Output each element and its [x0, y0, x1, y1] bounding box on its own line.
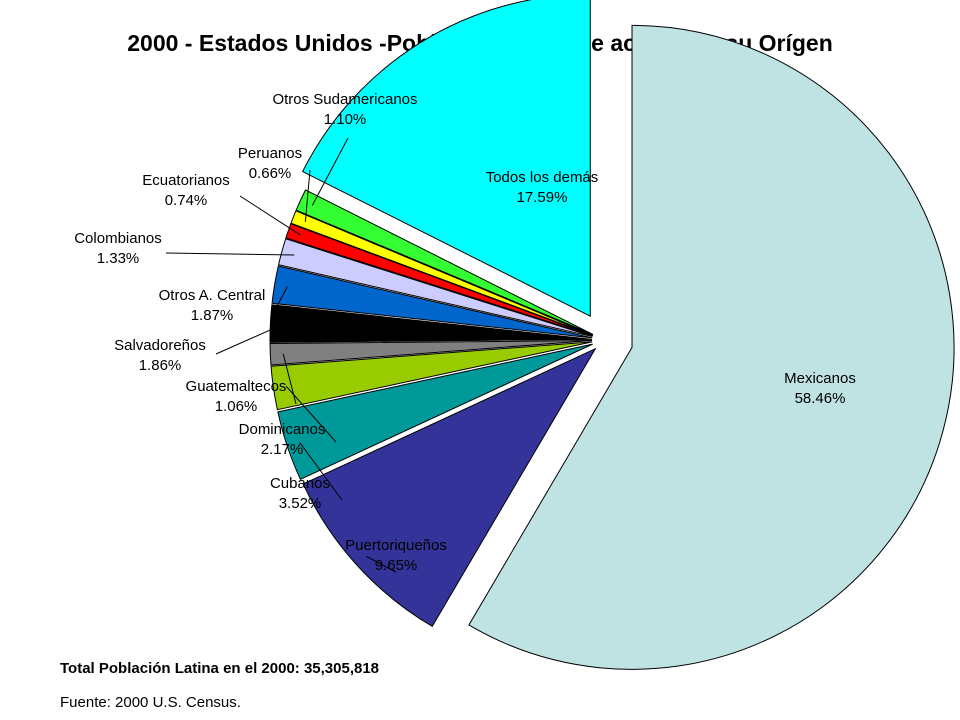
leader-line	[282, 353, 297, 405]
slice-percent: 0.66%	[249, 165, 292, 182]
slice-label: Puertoriqueños	[345, 537, 447, 554]
pie-slice-puertorique-os	[302, 347, 597, 628]
slice-label: Otros A. Central	[159, 287, 266, 304]
slice-label: Mexicanos	[784, 370, 856, 387]
slice-label: Guatemaltecos	[186, 378, 287, 395]
slice-percent: 1.06%	[215, 398, 258, 415]
slice-percent: 1.33%	[97, 250, 140, 267]
slice-percent: 2.17%	[261, 441, 304, 458]
pie-slice-dominicanos	[270, 341, 593, 411]
pie-slice-salvadore-os	[269, 304, 593, 343]
pie-slice-cubanos	[277, 343, 593, 480]
slice-label: Colombianos	[74, 230, 162, 247]
slice-percent: 1.87%	[191, 307, 234, 324]
leader-line	[274, 286, 288, 311]
pie-slice-mexicanos	[468, 24, 955, 670]
slice-percent: 58.46%	[795, 390, 846, 407]
pie-slice-otros-sudamericanos	[295, 189, 594, 336]
slice-percent: 9.65%	[375, 557, 418, 574]
leader-lines	[165, 137, 397, 573]
slice-percent: 0.74%	[165, 192, 208, 209]
slice-label: Dominicanos	[239, 421, 326, 438]
slice-percent: 3.52%	[279, 495, 322, 512]
total-population: Total Población Latina en el 2000: 35,30…	[60, 660, 380, 677]
slice-percent: 17.59%	[517, 189, 568, 206]
leader-line	[299, 441, 343, 501]
source-note: Fuente: 2000 U.S. Census.	[60, 694, 241, 711]
pie-slice-otros-a-central	[271, 265, 593, 339]
slice-percent: 1.10%	[324, 111, 367, 128]
leader-line	[311, 137, 349, 206]
slice-labels: Mexicanos 58.46% Puertoriqueños 9.65% Cubano…	[74, 91, 856, 574]
leader-line	[165, 252, 295, 256]
slice-label: Todos los demás	[486, 169, 599, 186]
slice-label: Otros Sudamericanos	[272, 91, 417, 108]
pie-slice-ecuatorianos	[285, 223, 593, 337]
slice-label: Salvadoreños	[114, 337, 206, 354]
leader-line	[366, 555, 397, 573]
pie-slice-guatemaltecos	[269, 340, 593, 366]
slice-label: Peruanos	[238, 145, 302, 162]
leader-line	[304, 169, 311, 222]
slice-label: Ecuatorianos	[142, 172, 230, 189]
leader-line	[215, 323, 284, 355]
pie-slice-peruanos	[290, 210, 594, 336]
slice-percent: 1.86%	[139, 357, 182, 374]
pie-slices	[269, 0, 955, 670]
pie-slice-todos-los-dem-s	[301, 0, 591, 317]
leader-line	[239, 195, 301, 236]
leader-line	[285, 385, 337, 443]
pie-slice-colombianos	[277, 238, 593, 338]
slice-label: Cubanos	[270, 475, 330, 492]
